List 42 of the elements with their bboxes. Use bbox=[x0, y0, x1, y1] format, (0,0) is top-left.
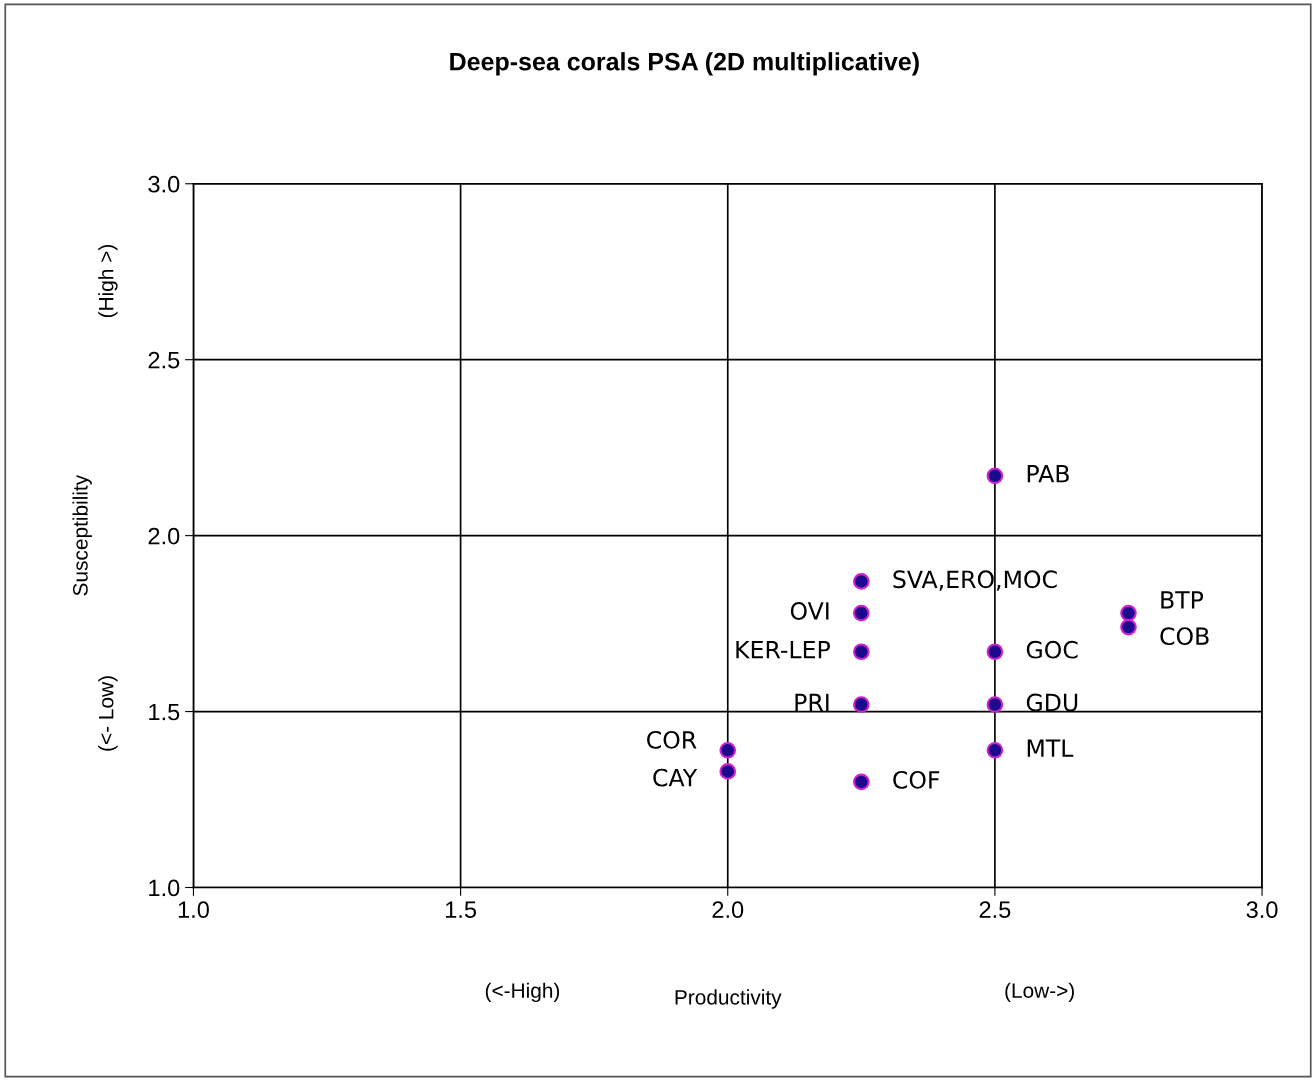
text: (Low->) bbox=[1005, 982, 1074, 1003]
x-tick-label: 1.0 bbox=[178, 901, 209, 919]
chart-title: Deep-sea corals PSA (2D multiplicative) bbox=[450, 52, 919, 76]
point bbox=[1120, 604, 1137, 622]
text: (<-High) bbox=[485, 982, 560, 1003]
annotation: COR bbox=[647, 730, 697, 749]
point bbox=[986, 741, 1004, 759]
annotation: MTL bbox=[1027, 739, 1074, 757]
point bbox=[986, 467, 1004, 485]
y-tick-label: 2.5 bbox=[148, 351, 180, 369]
annotation: BTP bbox=[1161, 591, 1204, 609]
point bbox=[986, 643, 1004, 661]
annotation: PRI bbox=[795, 693, 829, 712]
annotation: COF bbox=[893, 770, 940, 789]
point bbox=[1120, 618, 1137, 636]
x-tick-label: 2.0 bbox=[712, 901, 744, 919]
x-tick-label: 2.5 bbox=[979, 901, 1011, 919]
annotation: OVI bbox=[790, 602, 829, 620]
x-tick-label: 3.0 bbox=[1246, 901, 1278, 919]
point bbox=[986, 696, 1004, 713]
point bbox=[853, 643, 870, 661]
point bbox=[853, 573, 870, 590]
y-tick-label: 2.0 bbox=[148, 527, 180, 545]
point bbox=[853, 604, 870, 622]
x-axis-title: Productivity bbox=[675, 989, 782, 1009]
y-tick-label: 3.0 bbox=[148, 175, 180, 193]
annotation: CAY bbox=[653, 768, 698, 787]
annotation: COB bbox=[1160, 627, 1209, 646]
point bbox=[719, 763, 737, 780]
y-axis-title: Susceptibility bbox=[72, 474, 92, 596]
text: (High >) bbox=[98, 245, 118, 318]
text: (<- Low) bbox=[98, 676, 118, 751]
point bbox=[853, 696, 870, 713]
point bbox=[719, 741, 737, 759]
annotation: PAB bbox=[1027, 465, 1069, 483]
annotation: KER-LEP bbox=[736, 641, 830, 659]
y-tick-label: 1.5 bbox=[149, 703, 180, 721]
annotation: GOC bbox=[1026, 640, 1078, 659]
point bbox=[853, 773, 870, 791]
annotation: GDU bbox=[1026, 693, 1078, 712]
y-tick-label: 1.0 bbox=[149, 879, 180, 897]
x-tick-label: 1.5 bbox=[445, 901, 477, 919]
